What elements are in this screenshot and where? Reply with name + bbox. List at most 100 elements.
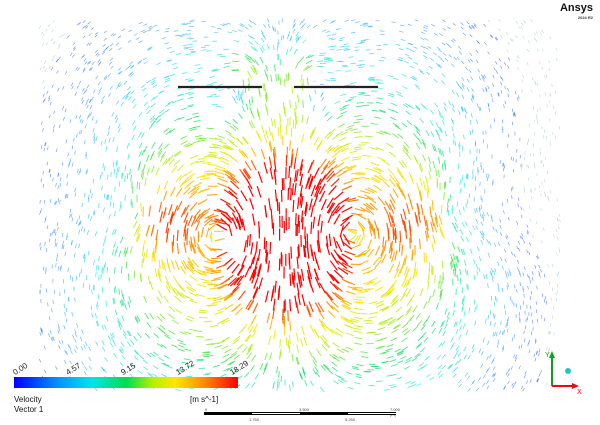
velocity-arrow bbox=[405, 47, 411, 50]
velocity-arrow bbox=[321, 344, 328, 351]
velocity-arrow bbox=[56, 148, 58, 153]
velocity-arrow bbox=[221, 319, 230, 325]
velocity-arrow bbox=[493, 372, 496, 377]
velocity-arrow bbox=[424, 24, 429, 28]
velocity-arrow bbox=[386, 222, 390, 235]
velocity-arrow bbox=[468, 26, 473, 30]
velocity-arrow bbox=[455, 328, 459, 335]
velocity-arrow bbox=[420, 45, 425, 49]
velocity-arrow bbox=[218, 283, 229, 290]
velocity-arrow bbox=[422, 154, 426, 162]
velocity-arrow bbox=[135, 37, 140, 40]
velocity-arrow bbox=[104, 261, 107, 268]
velocity-arrow bbox=[499, 218, 502, 223]
velocity-arrow bbox=[165, 129, 172, 136]
velocity-arrow bbox=[327, 202, 336, 214]
velocity-arrow bbox=[56, 70, 59, 74]
velocity-arrow bbox=[419, 70, 425, 75]
velocity-arrow bbox=[520, 206, 523, 210]
velocity-arrow bbox=[220, 359, 228, 364]
velocity-arrow bbox=[266, 44, 270, 50]
velocity-arrow bbox=[210, 257, 222, 260]
velocity-arrow bbox=[134, 350, 140, 355]
velocity-arrow bbox=[117, 320, 121, 327]
velocity-arrow bbox=[307, 54, 315, 59]
velocity-arrow bbox=[257, 112, 261, 121]
velocity-arrow bbox=[448, 45, 452, 49]
velocity-arrow bbox=[496, 343, 499, 348]
velocity-arrow bbox=[169, 213, 174, 225]
velocity-arrow bbox=[266, 312, 271, 324]
velocity-arrow bbox=[522, 272, 525, 277]
velocity-arrow bbox=[226, 366, 234, 371]
velocity-arrow bbox=[124, 66, 129, 71]
velocity-arrow bbox=[540, 207, 542, 212]
velocity-arrow bbox=[424, 230, 428, 242]
velocity-arrow bbox=[520, 344, 523, 349]
velocity-arrow bbox=[145, 248, 148, 258]
velocity-arrow bbox=[313, 268, 319, 281]
velocity-arrow bbox=[289, 36, 292, 42]
velocity-arrow bbox=[191, 243, 197, 254]
velocity-arrow bbox=[390, 279, 398, 288]
velocity-arrow bbox=[312, 368, 317, 375]
velocity-arrow bbox=[389, 318, 397, 324]
velocity-arrow bbox=[316, 240, 320, 253]
velocity-arrow bbox=[331, 205, 340, 217]
velocity-arrow bbox=[341, 262, 353, 269]
velocity-arrow bbox=[252, 302, 259, 314]
velocity-arrow bbox=[164, 157, 171, 165]
velocity-arrow bbox=[174, 260, 180, 271]
velocity-arrow bbox=[333, 169, 343, 177]
velocity-arrow bbox=[334, 373, 341, 379]
velocity-arrow bbox=[500, 90, 503, 94]
velocity-arrow bbox=[523, 293, 525, 298]
velocity-arrow bbox=[156, 343, 163, 348]
velocity-arrow bbox=[401, 346, 409, 351]
velocity-arrow bbox=[44, 68, 47, 72]
velocity-arrow bbox=[511, 382, 514, 387]
velocity-arrow bbox=[342, 267, 354, 274]
velocity-arrow bbox=[247, 78, 251, 86]
velocity-arrow bbox=[405, 203, 411, 215]
velocity-arrow bbox=[529, 205, 531, 210]
velocity-arrow bbox=[358, 60, 364, 62]
velocity-arrow bbox=[381, 306, 390, 312]
velocity-arrow bbox=[358, 312, 368, 315]
velocity-arrow bbox=[86, 84, 90, 89]
velocity-arrow bbox=[514, 91, 517, 95]
velocity-arrow bbox=[247, 343, 253, 351]
velocity-arrow bbox=[214, 220, 226, 225]
velocity-arrow bbox=[174, 295, 182, 303]
velocity-arrow bbox=[137, 370, 143, 375]
velocity-arrow bbox=[476, 103, 479, 108]
color-legend[interactable]: 0.00 4.57 9.15 13.72 18.29 Velocity [m s… bbox=[11, 355, 250, 415]
velocity-arrow bbox=[159, 211, 164, 223]
velocity-arrow bbox=[538, 264, 541, 269]
velocity-arrow bbox=[466, 269, 469, 276]
velocity-arrow bbox=[289, 320, 292, 331]
velocity-arrow bbox=[471, 26, 475, 30]
velocity-arrow bbox=[446, 205, 449, 213]
velocity-arrow bbox=[78, 114, 82, 119]
velocity-arrow bbox=[547, 264, 550, 268]
velocity-arrow bbox=[54, 238, 57, 243]
velocity-arrow bbox=[300, 195, 304, 208]
velocity-arrow bbox=[226, 170, 236, 178]
velocity-arrow bbox=[88, 67, 92, 71]
velocity-arrow bbox=[366, 331, 375, 334]
velocity-arrow bbox=[41, 330, 43, 335]
velocity-arrow bbox=[266, 73, 269, 82]
axis-triad[interactable]: Y X bbox=[540, 348, 584, 394]
velocity-arrow bbox=[56, 253, 59, 258]
velocity-arrow bbox=[65, 318, 68, 323]
velocity-arrow bbox=[306, 306, 312, 318]
velocity-arrow bbox=[518, 26, 521, 30]
velocity-arrow bbox=[465, 109, 468, 115]
velocity-arrow bbox=[349, 150, 359, 154]
velocity-arrow bbox=[96, 320, 99, 326]
velocity-arrow bbox=[540, 239, 543, 244]
velocity-arrow bbox=[263, 133, 268, 144]
velocity-arrow bbox=[220, 373, 227, 378]
